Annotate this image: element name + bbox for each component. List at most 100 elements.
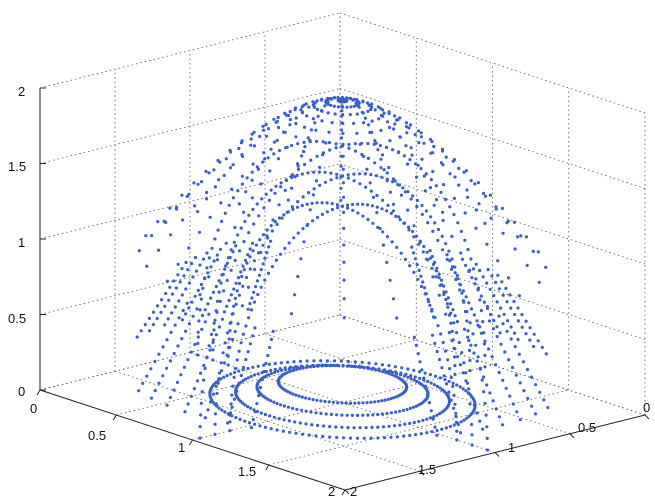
scatter-point	[226, 331, 230, 335]
scatter-point	[284, 178, 289, 183]
scatter-point	[256, 167, 260, 171]
scatter-point	[193, 255, 198, 260]
scatter-point	[341, 364, 345, 368]
scatter-point	[289, 369, 293, 373]
scatter-point	[288, 391, 293, 395]
scatter-point	[445, 257, 449, 261]
scatter-point	[433, 374, 438, 378]
scatter-point	[431, 275, 435, 279]
scatter-point	[490, 274, 494, 278]
scatter-point	[352, 426, 356, 430]
scatter-point	[496, 273, 500, 277]
scatter-point	[544, 352, 548, 356]
scatter-point	[366, 109, 370, 113]
scatter-point	[292, 366, 296, 370]
scatter-point	[218, 299, 222, 303]
scatter-point	[397, 215, 401, 219]
scatter-point	[473, 182, 477, 186]
scatter-point	[277, 203, 281, 207]
scatter-point	[222, 310, 226, 314]
scatter-point	[422, 376, 426, 380]
scatter-point	[249, 308, 254, 312]
scatter-point	[304, 102, 308, 106]
scatter-point	[287, 419, 291, 423]
scatter-point	[269, 224, 273, 228]
scatter-point	[366, 217, 370, 222]
scatter-point	[378, 226, 382, 231]
scatter-point	[407, 228, 411, 232]
scatter-point	[542, 398, 546, 402]
scatter-point	[452, 213, 456, 217]
scatter-point	[395, 375, 399, 379]
scatter-point	[230, 393, 234, 397]
scatter-point	[335, 363, 339, 367]
scatter-point	[403, 190, 407, 194]
z-tick-label: 0	[18, 384, 25, 399]
scatter-point	[184, 312, 188, 316]
scatter-point	[326, 111, 330, 115]
scatter-point	[479, 294, 483, 298]
scatter-point	[378, 106, 382, 110]
scatter-point	[272, 415, 276, 419]
scatter-point	[257, 214, 261, 218]
scatter-point	[235, 289, 239, 293]
scatter-point	[416, 277, 420, 281]
scatter-point	[447, 249, 451, 253]
scatter-point	[219, 361, 223, 365]
scatter-point	[340, 413, 344, 417]
scatter-point	[205, 266, 209, 270]
scatter-point	[237, 249, 242, 253]
scatter-point	[348, 113, 352, 117]
scatter-point	[365, 167, 369, 171]
scatter-point	[429, 381, 433, 385]
scatter-point	[234, 281, 238, 285]
scatter-point	[467, 387, 471, 391]
scatter-point	[234, 416, 238, 420]
scatter-point	[525, 367, 530, 372]
scatter-point	[492, 319, 496, 323]
scatter-point	[455, 383, 459, 387]
scatter-point	[298, 421, 302, 425]
scatter-point	[283, 366, 287, 370]
scatter-point	[230, 405, 234, 409]
scatter-point	[342, 226, 346, 230]
scatter-point	[511, 402, 515, 406]
scatter-point	[273, 220, 277, 224]
scatter-point	[172, 351, 176, 356]
z-tick-label: 0.5	[8, 311, 26, 326]
scatter-point	[180, 318, 184, 322]
scatter-point	[265, 228, 269, 232]
scatter-point	[470, 276, 474, 280]
scatter-point	[437, 358, 442, 362]
scatter-point	[410, 245, 414, 249]
scatter-point	[261, 243, 265, 247]
scatter-point	[214, 384, 218, 388]
scatter-point	[267, 362, 271, 366]
scatter-point	[221, 351, 225, 355]
scatter-point	[529, 375, 534, 379]
scatter-point	[376, 425, 380, 429]
scatter-point	[411, 194, 415, 198]
scatter-point	[355, 131, 359, 135]
scatter-point	[315, 398, 319, 402]
scatter-point	[303, 162, 307, 167]
scatter-point	[145, 374, 149, 378]
scatter-point	[176, 273, 180, 277]
scatter-point	[424, 384, 428, 388]
scatter-point	[251, 207, 255, 211]
scatter-point	[469, 179, 473, 183]
scatter-point	[218, 247, 223, 251]
scatter-point	[255, 409, 259, 414]
scatter-point	[200, 327, 204, 331]
x-tick-label: 0.5	[88, 428, 106, 443]
scatter-point	[228, 329, 232, 333]
scatter-point	[294, 365, 298, 369]
scatter-point	[507, 358, 511, 362]
x-tick-mark	[189, 439, 193, 446]
y-tick-label: 1.5	[418, 462, 436, 477]
scatter-point	[215, 391, 219, 395]
scatter-point	[452, 321, 456, 325]
scatter-point	[437, 272, 441, 276]
scatter-point	[253, 326, 257, 330]
scatter-point	[357, 401, 361, 405]
